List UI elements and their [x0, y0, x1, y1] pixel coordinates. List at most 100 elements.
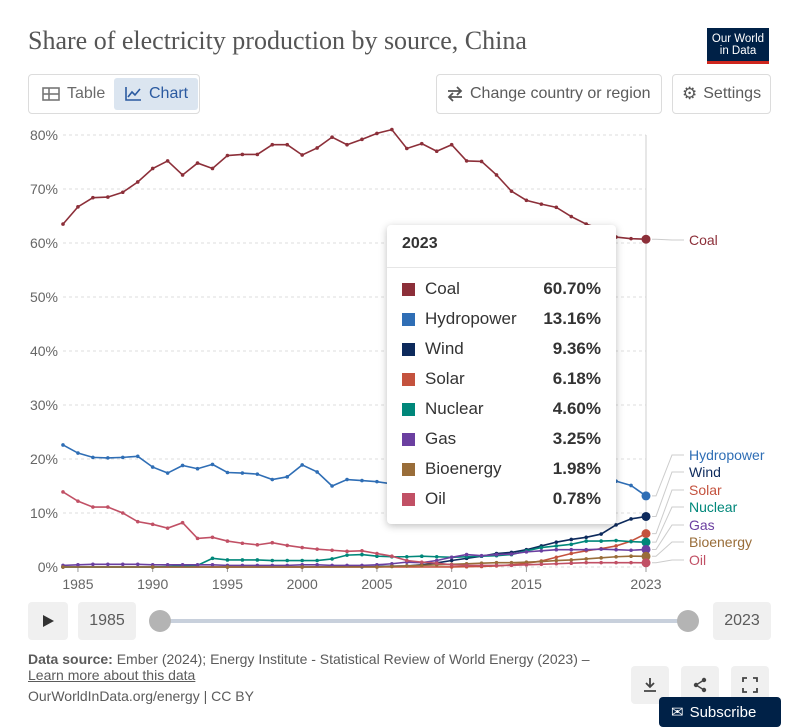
tooltip-row: Gas 3.25% — [402, 424, 601, 454]
mail-icon: ✉ — [671, 704, 684, 721]
data-point-gas — [539, 549, 544, 553]
end-label-wind[interactable]: Wind — [689, 464, 721, 480]
data-point-hydropower — [315, 470, 319, 474]
data-point-gas — [449, 555, 454, 560]
data-point-coal — [120, 190, 125, 195]
data-point-oil — [106, 505, 110, 509]
data-source-label: Data source: — [28, 651, 113, 667]
timeline-start-handle[interactable] — [149, 610, 171, 632]
series-line-coal[interactable] — [62, 128, 647, 241]
data-point-coal — [285, 142, 290, 147]
end-label-connector-solar — [652, 489, 684, 535]
end-label-nuclear[interactable]: Nuclear — [689, 499, 738, 515]
data-point-coal — [150, 166, 155, 171]
end-label-hydropower[interactable]: Hydropower — [689, 447, 765, 463]
x-tick-label: 2023 — [630, 576, 661, 592]
data-point-oil — [479, 563, 484, 568]
tooltip-year: 2023 — [402, 235, 438, 252]
data-point-oil — [300, 545, 304, 550]
data-point-coal — [195, 161, 200, 165]
data-point-nuclear — [539, 545, 544, 550]
end-label-gas[interactable]: Gas — [689, 517, 715, 533]
learn-more-link[interactable]: Learn more about this data — [28, 667, 196, 683]
data-point-coal — [106, 195, 110, 199]
data-point-coal — [345, 142, 349, 147]
data-point-wind — [554, 540, 559, 544]
end-year-button[interactable]: 2023 — [713, 602, 771, 640]
gear-icon: ⚙ — [682, 84, 698, 103]
data-point-nuclear — [300, 558, 304, 563]
tooltip-series-value: 13.16% — [543, 309, 601, 328]
end-label-connector-nuclear — [652, 506, 684, 543]
tooltip-swatch — [402, 342, 415, 356]
data-point-nuclear — [434, 554, 439, 559]
data-point-bioenergy — [150, 565, 155, 569]
owid-logo[interactable]: Our World in Data — [707, 28, 769, 64]
data-point-nuclear — [255, 558, 260, 562]
chart-tab-label: Chart — [149, 85, 189, 102]
x-tick-label: 2015 — [511, 576, 542, 592]
data-point-hydropower — [270, 477, 275, 482]
tooltip-series-name: Bioenergy — [425, 459, 502, 478]
data-point-oil — [76, 499, 80, 503]
share-icon — [693, 677, 707, 693]
data-point-oil — [539, 562, 544, 567]
data-point-oil — [405, 558, 409, 563]
tooltip-series-name: Solar — [425, 369, 465, 388]
data-point-coal — [61, 222, 65, 226]
end-label-solar[interactable]: Solar — [689, 482, 722, 498]
tooltip-swatch — [402, 402, 415, 416]
tooltip-series-value: 9.36% — [552, 339, 601, 358]
settings-label: Settings — [703, 85, 762, 102]
data-point-coal — [210, 166, 215, 171]
table-tab-label: Table — [67, 85, 106, 102]
end-label-bioenergy[interactable]: Bioenergy — [689, 534, 752, 550]
tooltip-swatch — [402, 462, 415, 476]
data-point-gas — [584, 547, 589, 552]
data-point-coal — [315, 146, 319, 150]
data-point-wind — [599, 532, 603, 536]
data-point-nuclear — [569, 542, 574, 547]
subscribe-button[interactable]: ✉ Subscribe — [659, 697, 781, 727]
y-tick-label: 20% — [30, 451, 58, 467]
end-label-oil[interactable]: Oil — [689, 552, 706, 568]
data-point-coal — [91, 195, 95, 200]
data-point-hydropower — [255, 472, 260, 476]
series-line-oil[interactable] — [62, 491, 647, 567]
y-tick-label: 30% — [30, 397, 58, 413]
data-point-hydropower — [61, 443, 65, 447]
data-point-gas — [390, 561, 394, 566]
end-label-coal[interactable]: Coal — [689, 232, 718, 248]
start-year-button[interactable]: 1985 — [78, 602, 136, 640]
play-button[interactable] — [28, 602, 68, 640]
data-point-gas — [464, 552, 469, 557]
y-tick-label: 0% — [38, 559, 58, 575]
tooltip-swatch — [402, 372, 415, 386]
tooltip-series-name: Hydropower — [425, 309, 517, 328]
table-tab[interactable]: Table — [32, 78, 114, 110]
y-tick-label: 50% — [30, 289, 58, 305]
data-point-nuclear — [240, 558, 245, 562]
data-point-bioenergy — [629, 554, 633, 558]
settings-button[interactable]: ⚙ Settings — [672, 74, 771, 114]
page-title: Share of electricity production by sourc… — [28, 26, 527, 55]
credit-line: OurWorldInData.org/energy | CC BY — [28, 688, 254, 704]
data-point-hydropower — [165, 471, 170, 475]
data-point-nuclear — [360, 552, 364, 557]
timeline-end-handle[interactable] — [677, 610, 699, 632]
table-icon — [42, 87, 60, 101]
data-point-bioenergy — [225, 565, 230, 569]
x-tick-label: 2000 — [287, 576, 318, 592]
chart-tab[interactable]: Chart — [114, 78, 198, 110]
data-point-oil — [494, 563, 499, 568]
data-point-coal — [390, 127, 394, 132]
data-point-hydropower — [120, 455, 125, 460]
change-region-button[interactable]: Change country or region — [436, 74, 662, 114]
tooltip-row: Coal 60.70% — [402, 274, 601, 304]
data-point-oil — [629, 560, 633, 565]
play-icon — [43, 615, 54, 627]
data-point-coal — [554, 205, 559, 210]
x-tick-label: 2010 — [436, 576, 467, 592]
series-line-gas[interactable] — [62, 548, 647, 567]
timeline-track[interactable] — [160, 619, 688, 623]
